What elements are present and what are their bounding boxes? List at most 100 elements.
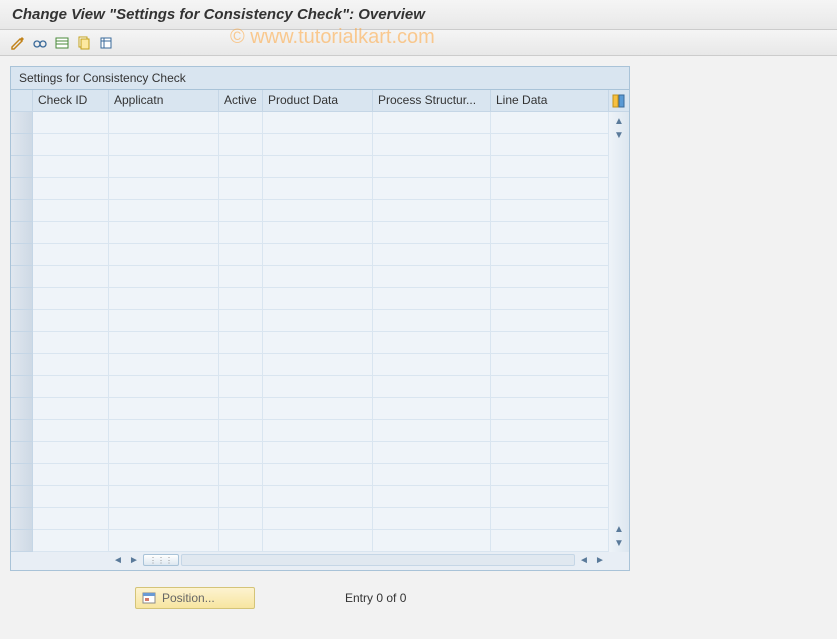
table-cell[interactable] <box>263 508 373 530</box>
scroll-left-icon[interactable]: ◄ <box>577 553 591 567</box>
table-cell[interactable] <box>109 112 219 134</box>
row-selector[interactable] <box>11 442 33 464</box>
table-cell[interactable] <box>109 222 219 244</box>
table-cell[interactable] <box>491 332 609 354</box>
row-selector[interactable] <box>11 244 33 266</box>
table-cell[interactable] <box>33 420 109 442</box>
scroll-down-icon[interactable]: ▼ <box>612 128 626 142</box>
table-cell[interactable] <box>219 332 263 354</box>
table-cell[interactable] <box>373 442 491 464</box>
table-cell[interactable] <box>373 134 491 156</box>
table-cell[interactable] <box>263 134 373 156</box>
table-cell[interactable] <box>373 398 491 420</box>
table-cell[interactable] <box>373 376 491 398</box>
table-cell[interactable] <box>219 200 263 222</box>
table-cell[interactable] <box>33 222 109 244</box>
table-cell[interactable] <box>491 222 609 244</box>
select-all-cell[interactable] <box>11 90 33 112</box>
table-cell[interactable] <box>373 266 491 288</box>
table-cell[interactable] <box>109 156 219 178</box>
table-cell[interactable] <box>263 200 373 222</box>
scroll-thumb[interactable]: ⋮⋮⋮ <box>143 554 179 566</box>
table-cell[interactable] <box>491 530 609 552</box>
table-cell[interactable] <box>373 464 491 486</box>
table-cell[interactable] <box>373 200 491 222</box>
table-cell[interactable] <box>373 222 491 244</box>
table-cell[interactable] <box>219 354 263 376</box>
table-cell[interactable] <box>491 266 609 288</box>
table-cell[interactable] <box>263 354 373 376</box>
table-cell[interactable] <box>219 310 263 332</box>
column-header[interactable]: Applicatn <box>109 90 219 112</box>
row-selector[interactable] <box>11 398 33 420</box>
table-cell[interactable] <box>491 178 609 200</box>
row-selector[interactable] <box>11 310 33 332</box>
table-cell[interactable] <box>109 420 219 442</box>
table-cell[interactable] <box>263 288 373 310</box>
table-cell[interactable] <box>263 442 373 464</box>
table-cell[interactable] <box>109 266 219 288</box>
table-cell[interactable] <box>263 310 373 332</box>
table-cell[interactable] <box>219 156 263 178</box>
scroll-right-icon[interactable]: ► <box>127 553 141 567</box>
table-cell[interactable] <box>33 530 109 552</box>
table-cell[interactable] <box>491 200 609 222</box>
table-cell[interactable] <box>491 156 609 178</box>
table-cell[interactable] <box>219 508 263 530</box>
column-header[interactable]: Product Data <box>263 90 373 112</box>
table-cell[interactable] <box>373 420 491 442</box>
table-cell[interactable] <box>491 244 609 266</box>
horizontal-scrollbar[interactable]: ◄ ► ⋮⋮⋮ ◄ ► <box>11 552 629 570</box>
table-cell[interactable] <box>491 134 609 156</box>
table-cell[interactable] <box>33 134 109 156</box>
table-cell[interactable] <box>263 332 373 354</box>
table-cell[interactable] <box>219 112 263 134</box>
table-cell[interactable] <box>373 530 491 552</box>
table-cell[interactable] <box>373 310 491 332</box>
table-cell[interactable] <box>33 442 109 464</box>
table-cell[interactable] <box>33 112 109 134</box>
table-cell[interactable] <box>33 178 109 200</box>
table-cell[interactable] <box>373 486 491 508</box>
table-cell[interactable] <box>219 442 263 464</box>
row-selector[interactable] <box>11 486 33 508</box>
table-cell[interactable] <box>33 244 109 266</box>
column-header[interactable]: Process Structur... <box>373 90 491 112</box>
table-cell[interactable] <box>491 288 609 310</box>
table-cell[interactable] <box>219 486 263 508</box>
row-selector[interactable] <box>11 354 33 376</box>
scroll-right-icon[interactable]: ► <box>593 553 607 567</box>
table-cell[interactable] <box>109 178 219 200</box>
table-cell[interactable] <box>263 398 373 420</box>
table-cell[interactable] <box>263 112 373 134</box>
table-cell[interactable] <box>33 288 109 310</box>
table-cell[interactable] <box>263 376 373 398</box>
table-cell[interactable] <box>491 376 609 398</box>
table-cell[interactable] <box>219 420 263 442</box>
column-header[interactable]: Check ID <box>33 90 109 112</box>
table-cell[interactable] <box>491 442 609 464</box>
table-cell[interactable] <box>491 398 609 420</box>
glasses-icon[interactable] <box>30 33 50 53</box>
change-icon[interactable] <box>8 33 28 53</box>
table-cell[interactable] <box>263 156 373 178</box>
table-cell[interactable] <box>33 354 109 376</box>
table-cell[interactable] <box>373 244 491 266</box>
table-cell[interactable] <box>219 288 263 310</box>
table-cell[interactable] <box>219 530 263 552</box>
row-selector[interactable] <box>11 288 33 310</box>
row-selector[interactable] <box>11 530 33 552</box>
table-cell[interactable] <box>263 266 373 288</box>
table-cell[interactable] <box>109 398 219 420</box>
delete-icon[interactable] <box>96 33 116 53</box>
row-selector[interactable] <box>11 508 33 530</box>
column-header[interactable]: Active <box>219 90 263 112</box>
table-cell[interactable] <box>109 200 219 222</box>
table-cell[interactable] <box>491 354 609 376</box>
table-cell[interactable] <box>373 508 491 530</box>
row-selector[interactable] <box>11 266 33 288</box>
new-entries-icon[interactable] <box>52 33 72 53</box>
table-cell[interactable] <box>263 222 373 244</box>
table-cell[interactable] <box>373 332 491 354</box>
table-cell[interactable] <box>491 112 609 134</box>
